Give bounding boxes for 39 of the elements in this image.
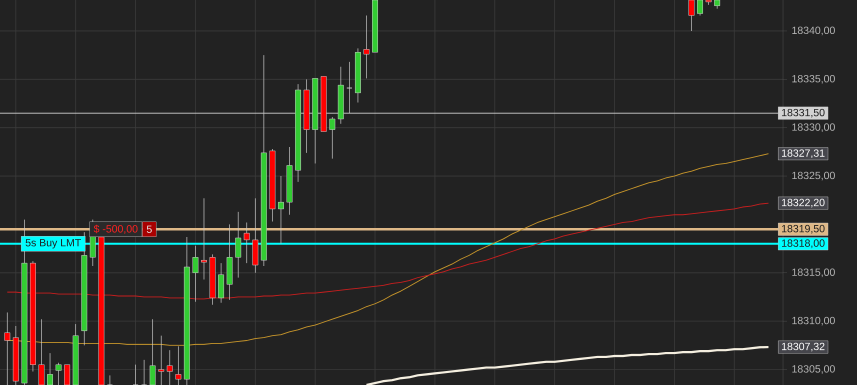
candlestick — [192, 245, 198, 302]
candlestick — [200, 198, 207, 280]
candlestick — [688, 0, 694, 32]
annotation: 5s Buy LMT — [26, 239, 81, 248]
annotation: $ -500,00 — [94, 224, 138, 234]
candlestick — [56, 362, 62, 385]
data-label: 18307,32 — [782, 342, 824, 352]
ref-line-label: 18331,50 — [782, 108, 825, 118]
candlestick — [150, 318, 156, 385]
candlestick — [218, 262, 224, 304]
candlestick — [244, 222, 250, 264]
y-tick-label: 18310,00 — [792, 316, 835, 326]
y-tick-label: 18305,00 — [792, 365, 835, 374]
y-tick-label: 18340,00 — [792, 26, 835, 36]
candlestick — [64, 364, 70, 385]
candlestick — [47, 352, 54, 385]
candlestick — [329, 116, 336, 159]
candlestick — [4, 312, 10, 385]
candlestick — [235, 211, 242, 278]
candlestick — [106, 374, 113, 385]
y-tick-label: 18335,00 — [792, 74, 835, 84]
line-series — [365, 346, 770, 385]
candlestick — [38, 318, 44, 385]
data-label: 18322,20 — [782, 198, 825, 208]
candlestick — [364, 15, 370, 79]
y-tick-label: 18315,00 — [792, 268, 835, 278]
y-tick-label: 18330,00 — [792, 123, 835, 132]
ref-line-label: 18318,00 — [782, 239, 825, 248]
candlestick — [166, 350, 173, 385]
y-tick-label: 18325,00 — [792, 172, 835, 180]
data-label: 18327,31 — [782, 149, 824, 158]
candlestick — [175, 346, 182, 385]
candlestick — [132, 364, 139, 385]
candlestick — [141, 360, 148, 385]
ref-line-label: 18319,50 — [782, 224, 825, 234]
candlestick — [278, 176, 284, 244]
candlestick — [697, 0, 704, 16]
candlestick — [158, 335, 164, 385]
annotation: 5 — [146, 226, 152, 233]
